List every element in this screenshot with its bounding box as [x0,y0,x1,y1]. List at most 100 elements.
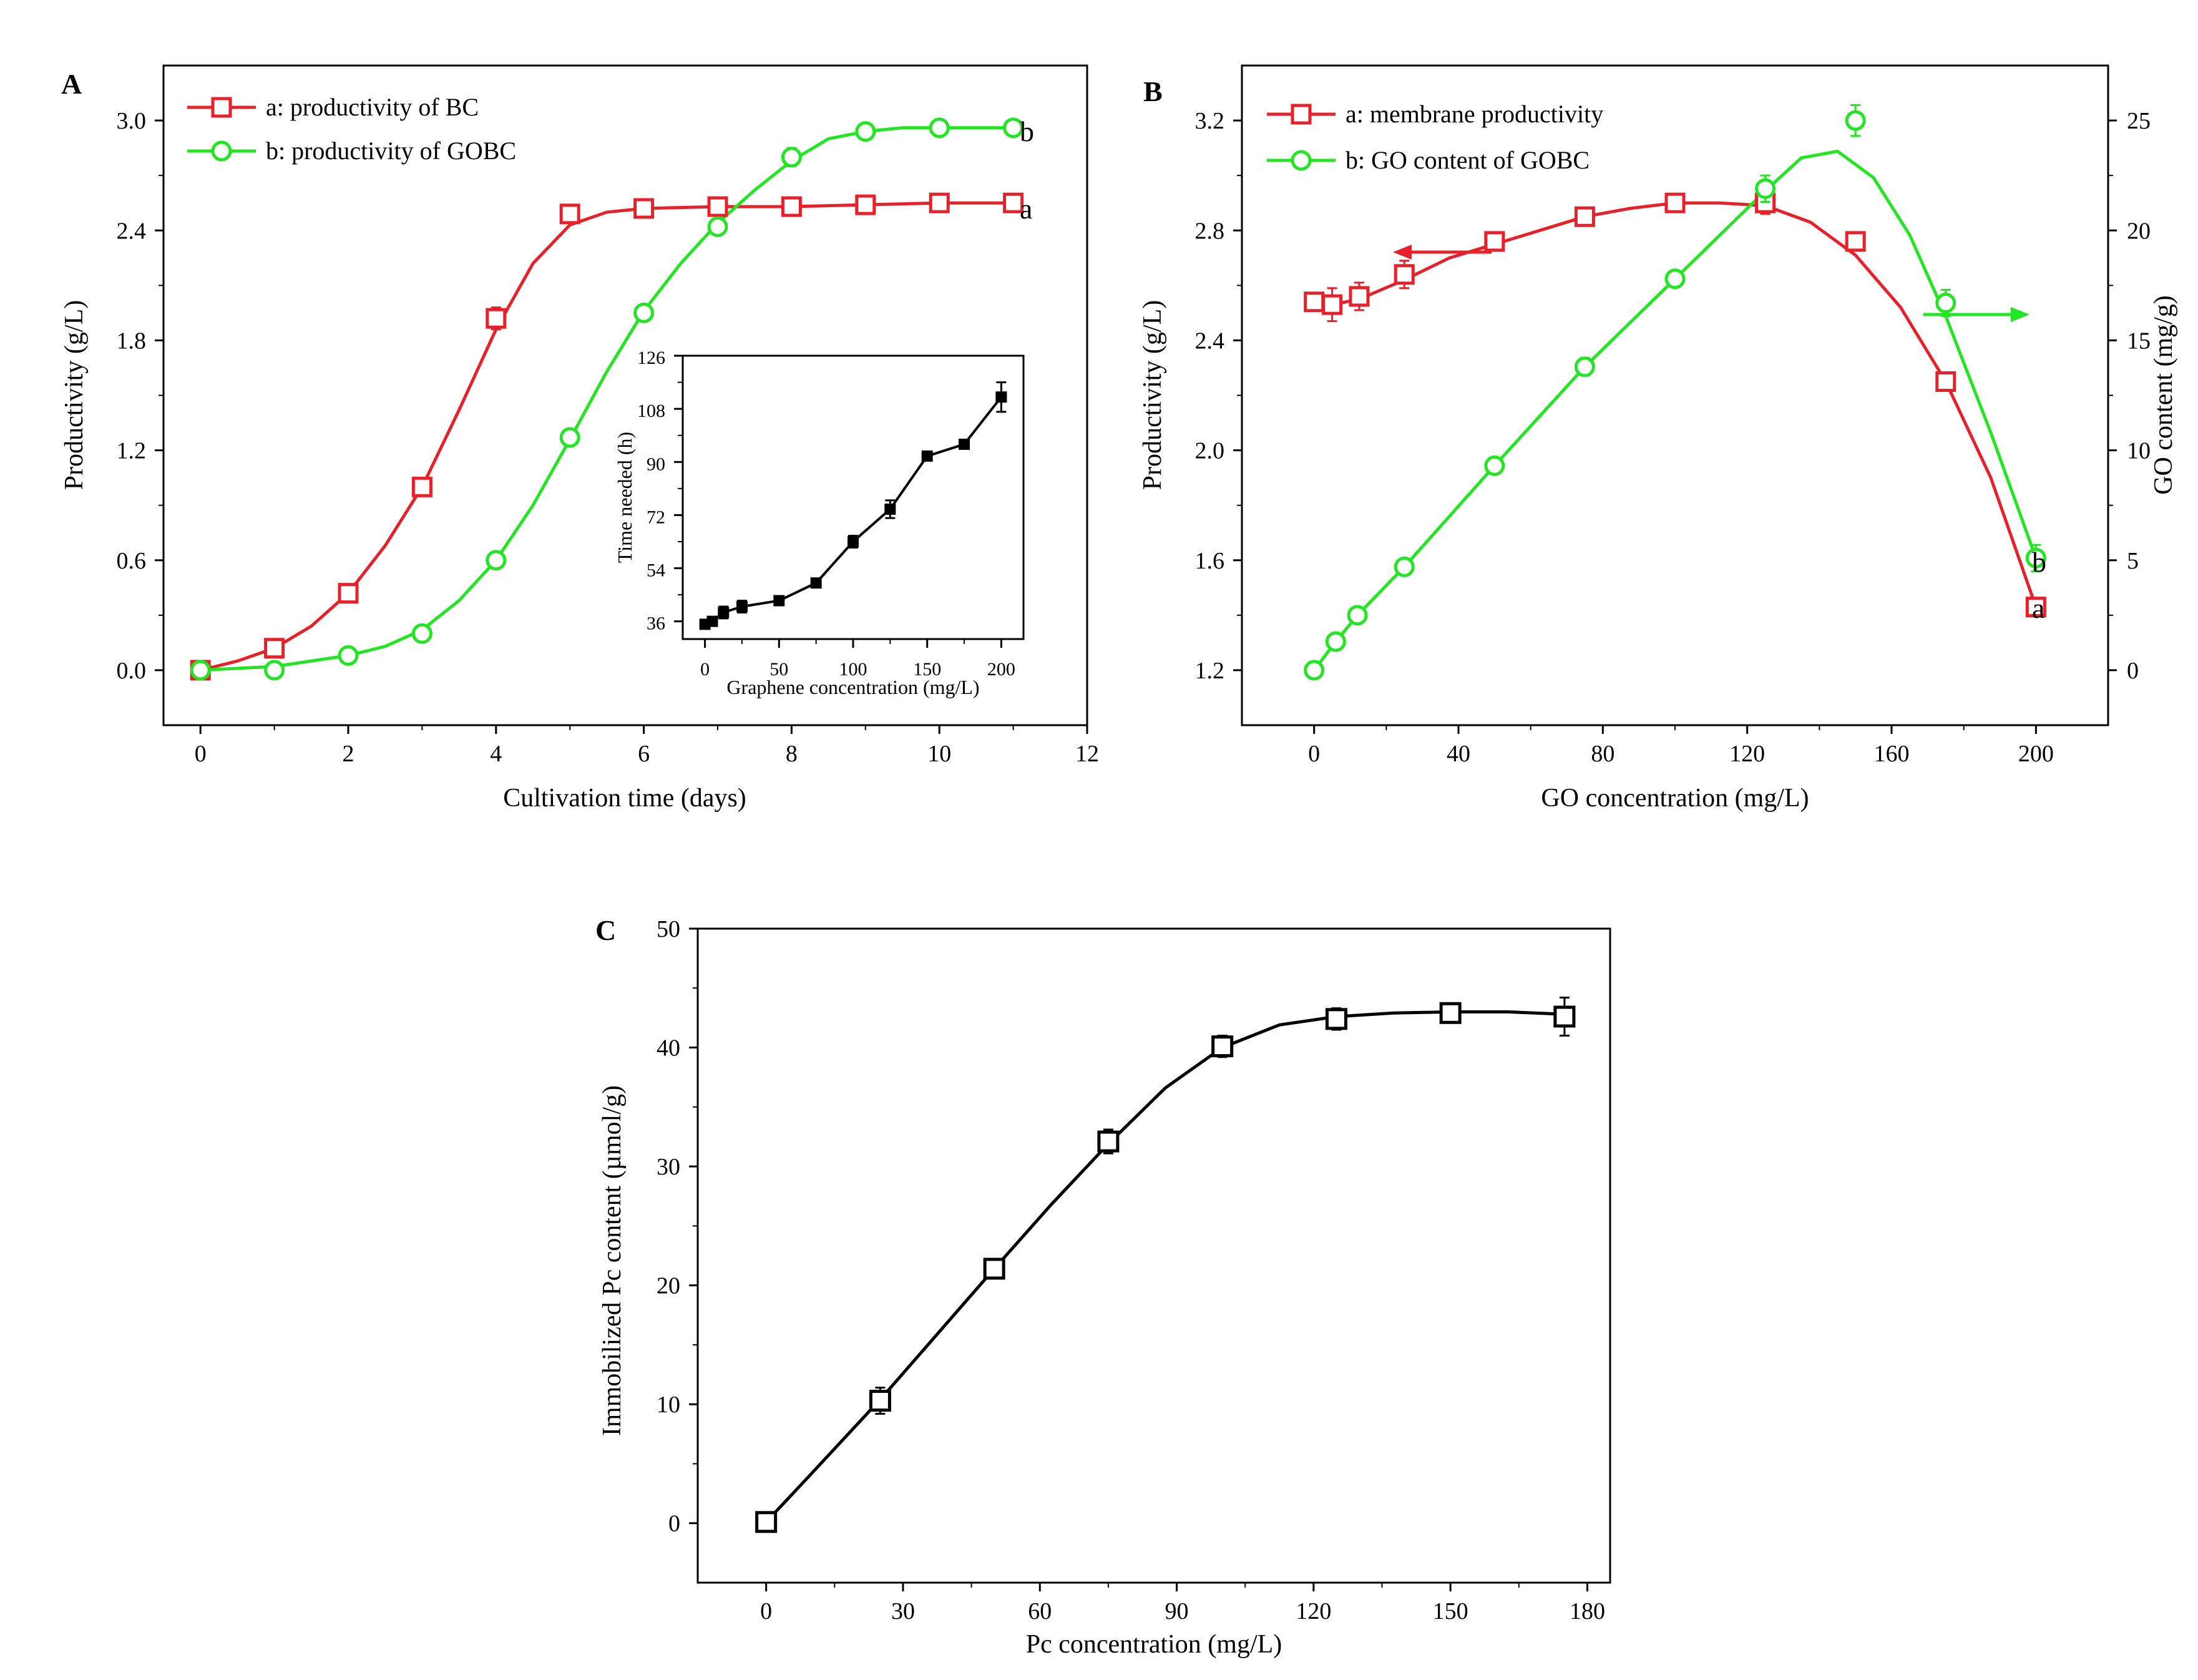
data-point [559,427,580,448]
data-point [1322,294,1343,315]
x-tick-label: 40 [1447,741,1470,767]
x-tick-label: 30 [891,1598,915,1624]
x-tick-label: 12 [1075,741,1099,767]
legend-go-marker [1291,150,1312,171]
x-tick-label: 0 [760,1598,772,1624]
data-point [1304,660,1325,681]
x-tick-label: 120 [1729,741,1765,767]
data-point [869,1389,891,1412]
data-point [1394,556,1415,577]
y-tick-label: 108 [637,401,665,421]
y-tick-label: 3.0 [117,108,147,134]
data-point [411,476,432,497]
x-tick-label: 200 [2018,741,2054,767]
data-point [190,660,211,681]
data-point [781,196,802,217]
data-point [1439,1002,1462,1024]
data-point [633,302,655,323]
right-tick-label: 10 [2127,438,2151,464]
x-tick-label: 60 [1028,1598,1052,1624]
y-tick-label: 1.2 [1195,658,1225,684]
x-tick-label: 180 [1570,1598,1605,1624]
y-tick-label: 90 [647,454,665,474]
y-tick-label: 0.6 [117,548,147,574]
data-point [929,192,950,213]
data-point [1304,291,1325,313]
y-tick-label: 10 [657,1392,680,1418]
series-line [764,1010,1565,1523]
x-tick-label: 200 [987,659,1015,680]
x-tick-label: 4 [490,741,502,767]
x-tick-label: 150 [913,659,941,680]
inset-y-axis-title: Time needed (h) [613,432,636,563]
panel-a-label: A [61,68,82,100]
y-tick-label: 50 [657,916,680,942]
data-point [338,583,359,604]
y-tick-label: 72 [647,507,665,527]
x-tick-label: 120 [1296,1598,1331,1624]
data-point [1325,631,1346,652]
panel-b-x-axis-title: GO concentration (mg/L) [1541,784,1809,813]
data-point [736,600,748,612]
data-point [1845,110,1866,131]
legend-membrane-text: a: membrane productivity [1346,100,1603,128]
data-point [929,117,950,139]
y-tick-label: 2.4 [1195,328,1225,354]
data-point [1394,264,1415,285]
x-tick-label: 0 [195,741,207,767]
y-tick-label: 2.8 [1195,218,1225,244]
series-line-b [1312,149,2038,672]
data-point [1347,605,1368,626]
x-tick-label: 8 [786,741,798,767]
legend-b-marker [211,140,232,162]
right-tick-label: 25 [2127,108,2151,134]
y-tick-label: 1.8 [117,328,147,354]
panel-c-x-axis-title: Pc concentration (mg/L) [1026,1630,1282,1659]
legend-membrane-marker [1291,104,1312,125]
data-point [773,595,785,607]
y-tick-label: 0.0 [117,658,147,684]
data-point [1097,1130,1120,1153]
data-point [1211,1035,1234,1058]
series-line-a [200,201,1014,672]
data-point [633,198,655,219]
data-point [486,550,507,571]
data-point [2025,597,2046,618]
data-point [559,203,580,225]
inset-plot-frame [681,354,1025,640]
data-point [847,535,859,547]
y-tick-label: 1.6 [1195,548,1225,574]
data-point [781,147,802,168]
data-point [755,1511,778,1533]
data-point [855,194,876,215]
data-point [1553,1005,1576,1028]
data-point [411,623,432,644]
data-point [264,660,285,681]
data-point [855,121,876,142]
data-point [1845,231,1866,252]
panel-a-y-axis-title: Productivity (g/L) [60,300,89,490]
right-axis-arrow [1923,307,2029,322]
right-tick-label: 15 [2127,328,2151,354]
x-tick-label: 0 [1308,741,1320,767]
panel-b-label: B [1143,76,1163,107]
right-tick-label: 20 [2127,218,2151,244]
y-tick-label: 126 [637,348,665,368]
panel-c-label: C [595,914,616,946]
y-tick-label: 36 [647,613,665,634]
y-tick-label: 20 [657,1273,680,1299]
panel-b-curve-label-b: b [2032,546,2046,578]
panel-a: A 0 2 4 6 8 10 12 0.0 0.6 1.2 1.8 2.4 3.0 Cultivatio… [60,64,1099,813]
data-point [983,1258,1005,1280]
y-tick-label: 40 [657,1035,680,1062]
y-tick-label: 2.0 [1195,438,1225,464]
panel-a-curve-label-a: a [1020,193,1032,225]
x-tick-label: 2 [343,741,354,767]
legend-a-text: a: productivity of BC [266,93,479,121]
data-point [884,503,896,515]
panel-a-legend: a: productivity of BC b: productivity of… [187,93,516,165]
data-point [707,216,728,237]
data-point [995,391,1007,403]
panel-a-x-axis-title: Cultivation time (days) [503,784,746,813]
